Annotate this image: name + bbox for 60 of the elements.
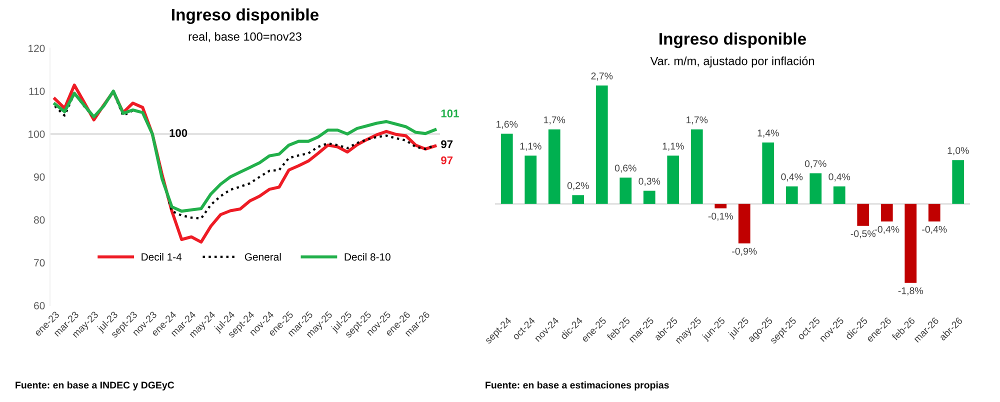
data-label: 0,2% — [567, 182, 589, 190]
data-label: 1,1% — [520, 142, 542, 151]
legend-label: Decil 8-10 — [344, 252, 390, 261]
bar — [620, 178, 632, 204]
bar — [952, 160, 964, 204]
data-label: 1,6% — [496, 120, 518, 129]
data-label: 0,4% — [781, 173, 803, 182]
bar — [857, 204, 870, 226]
bar — [667, 156, 680, 204]
data-label: -1,8% — [898, 287, 923, 296]
data-label: 1,7% — [544, 116, 566, 124]
y-tick-label: 110 — [29, 88, 45, 95]
bar — [572, 195, 584, 204]
y-tick-label: 120 — [28, 44, 45, 52]
bar — [524, 156, 537, 204]
bar — [880, 204, 893, 222]
source-note: Fuente: en base a estimaciones propias — [486, 381, 669, 390]
bar — [904, 204, 917, 283]
chart-subtitle: Var. m/m, ajustado por inflación — [650, 56, 814, 68]
bar — [548, 129, 560, 204]
bar — [738, 204, 750, 244]
data-label: 1,0% — [948, 147, 969, 156]
data-label: -0,9% — [732, 248, 757, 256]
chart-title: Ingreso disponible — [660, 32, 806, 48]
chart-title: Ingreso disponible — [172, 8, 319, 24]
legend-label: Decil 1-4 — [142, 252, 182, 261]
bar — [714, 204, 727, 208]
data-label: 101 — [441, 110, 459, 118]
y-tick-label: 70 — [34, 259, 45, 267]
bar — [690, 129, 703, 204]
bar — [500, 134, 513, 204]
bar — [596, 86, 608, 204]
bar — [928, 204, 940, 222]
data-label: 2,7% — [591, 72, 613, 81]
data-label: 0,7% — [804, 160, 826, 168]
data-label: 97 — [441, 140, 453, 148]
data-label: 97 — [441, 156, 453, 164]
chart-subtitle: real, base 100=nov23 — [188, 32, 302, 42]
y-tick-label: 100 — [28, 130, 45, 138]
bar — [833, 186, 846, 204]
source-note: Fuente: en base a INDEC y DGEyC — [16, 381, 174, 390]
bar — [786, 186, 798, 204]
data-label: 0,6% — [614, 164, 636, 173]
data-label: -0,5% — [850, 230, 876, 238]
data-label: 1,1% — [662, 142, 684, 151]
y-tick-label: 60 — [34, 302, 45, 310]
bar — [762, 142, 774, 204]
data-label: 0,3% — [638, 178, 660, 186]
data-label: 1,4% — [758, 130, 779, 138]
data-label: 100 — [170, 129, 188, 137]
data-label: -0,4% — [922, 226, 947, 234]
data-label: 0,4% — [828, 173, 850, 182]
data-label: -0,4% — [874, 226, 900, 234]
legend-label: General — [244, 252, 281, 261]
y-tick-label: 80 — [34, 216, 45, 224]
bar — [810, 173, 822, 204]
y-tick-label: 90 — [34, 173, 45, 181]
data-label: -0,1% — [708, 212, 733, 221]
data-label: 1,7% — [686, 116, 708, 124]
bar — [643, 190, 656, 204]
